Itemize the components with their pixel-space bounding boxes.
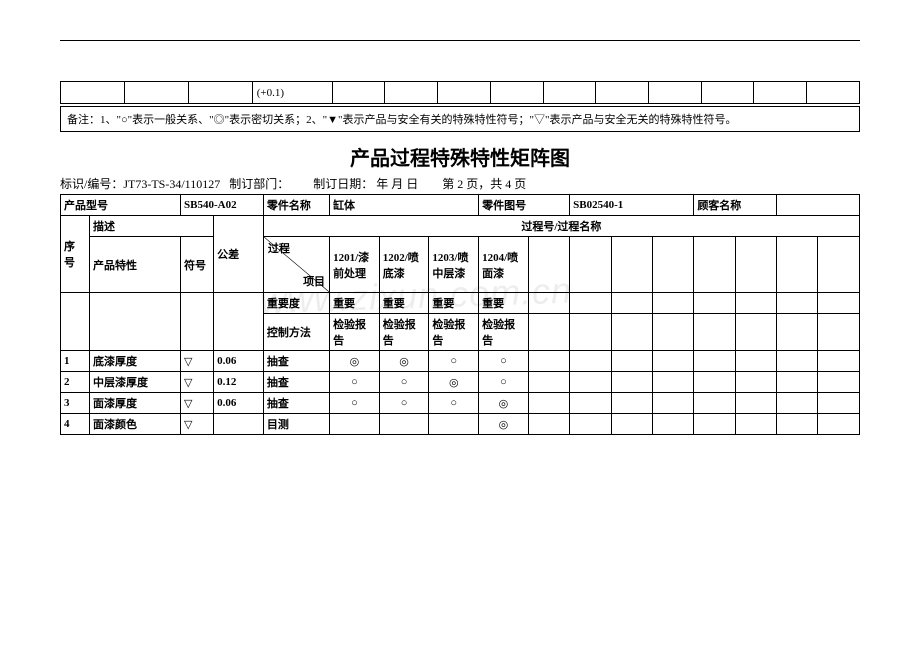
table-row: 3 面漆厚度 ▽ 0.06 抽查 ○ ○ ○ ◎ (61, 393, 860, 414)
imp3: 重要 (429, 293, 479, 314)
id-value: JT73-TS-34/110127 (123, 177, 220, 191)
col-process: 过程号/过程名称 (263, 216, 859, 237)
row-n: 1 (61, 351, 90, 372)
cell: ○ (429, 393, 479, 414)
cell: ○ (429, 351, 479, 372)
col-tol: 公差 (214, 216, 264, 293)
date-label: 制订日期： 年 月 日 (313, 177, 418, 191)
row-ctrl: 抽查 (263, 351, 329, 372)
row-n: 3 (61, 393, 90, 414)
cell: ◎ (429, 372, 479, 393)
p2: 1202/喷底漆 (379, 237, 429, 293)
legend-note: 备注：1、"○"表示一般关系、"◎"表示密切关系；2、"▼"表示产品与安全有关的… (60, 106, 860, 132)
p3: 1203/喷中层漆 (429, 237, 479, 293)
cell (429, 414, 479, 435)
row-sym: ▽ (181, 351, 214, 372)
rep1: 检验报告 (330, 314, 380, 351)
row-tol (214, 414, 264, 435)
row-sym: ▽ (181, 414, 214, 435)
col-seq: 序号 (61, 216, 90, 293)
row-ctrl: 抽查 (263, 393, 329, 414)
row-sym: ▽ (181, 372, 214, 393)
partname-value: 缸体 (330, 195, 479, 216)
cell: ○ (379, 372, 429, 393)
table-row: 4 面漆颜色 ▽ 目测 ◎ (61, 414, 860, 435)
imp4: 重要 (479, 293, 529, 314)
row-tol: 0.06 (214, 393, 264, 414)
meta-line: 标识/编号：JT73-TS-34/110127 制订部门： 制订日期： 年 月 … (60, 175, 860, 192)
fragment-cell: (+0.1) (252, 82, 332, 104)
page-label: 第 2 页，共 4 页 (442, 177, 526, 191)
partname-label: 零件名称 (263, 195, 329, 216)
importance-row: 重要度 重要 重要 重要 重要 (61, 293, 860, 314)
cell: ○ (479, 372, 529, 393)
row-ctrl: 目测 (263, 414, 329, 435)
diag-top: 过程 (268, 240, 290, 256)
rep2: 检验报告 (379, 314, 429, 351)
row-ctrl: 抽查 (263, 372, 329, 393)
row-char: 中层漆厚度 (89, 372, 180, 393)
row-n: 4 (61, 414, 90, 435)
cell: ◎ (479, 414, 529, 435)
cell (379, 414, 429, 435)
top-rule (60, 40, 860, 41)
p4: 1204/喷面漆 (479, 237, 529, 293)
col-desc: 描述 (89, 216, 213, 237)
row-sym: ▽ (181, 393, 214, 414)
header-row-3: 产品特性 符号 过程 项目 1201/漆前处理 1202/喷底漆 1203/喷中… (61, 237, 860, 293)
cell: ○ (479, 351, 529, 372)
customer-label: 顾客名称 (694, 195, 777, 216)
partno-value: SB02540-1 (570, 195, 694, 216)
control-label: 控制方法 (263, 314, 329, 351)
id-label: 标识/编号： (60, 177, 123, 191)
rep3: 检验报告 (429, 314, 479, 351)
model-value: SB540-A02 (181, 195, 264, 216)
col-char: 产品特性 (89, 237, 180, 293)
row-char: 底漆厚度 (89, 351, 180, 372)
row-char: 面漆厚度 (89, 393, 180, 414)
cell: ◎ (479, 393, 529, 414)
row-n: 2 (61, 372, 90, 393)
model-label: 产品型号 (61, 195, 181, 216)
header-row-1: 产品型号 SB540-A02 零件名称 缸体 零件图号 SB02540-1 顾客… (61, 195, 860, 216)
dept-label: 制订部门： (229, 177, 289, 191)
cell: ○ (330, 393, 380, 414)
cell: ◎ (379, 351, 429, 372)
header-row-2: 序号 描述 公差 过程号/过程名称 (61, 216, 860, 237)
table-row: 1 底漆厚度 ▽ 0.06 抽查 ◎ ◎ ○ ○ (61, 351, 860, 372)
importance-label: 重要度 (263, 293, 329, 314)
rep4: 检验报告 (479, 314, 529, 351)
p1: 1201/漆前处理 (330, 237, 380, 293)
table-row: 2 中层漆厚度 ▽ 0.12 抽查 ○ ○ ◎ ○ (61, 372, 860, 393)
imp2: 重要 (379, 293, 429, 314)
partno-label: 零件图号 (479, 195, 570, 216)
page-title: 产品过程特殊特性矩阵图 (60, 142, 860, 171)
col-symbol: 符号 (181, 237, 214, 293)
main-table: 产品型号 SB540-A02 零件名称 缸体 零件图号 SB02540-1 顾客… (60, 194, 860, 435)
cell (330, 414, 380, 435)
cell: ○ (379, 393, 429, 414)
cell: ○ (330, 372, 380, 393)
diag-bottom: 项目 (303, 273, 325, 289)
imp1: 重要 (330, 293, 380, 314)
diag-cell: 过程 项目 (263, 237, 329, 293)
cell: ◎ (330, 351, 380, 372)
row-tol: 0.12 (214, 372, 264, 393)
row-tol: 0.06 (214, 351, 264, 372)
fragment-top-table: (+0.1) (60, 81, 860, 104)
row-char: 面漆颜色 (89, 414, 180, 435)
